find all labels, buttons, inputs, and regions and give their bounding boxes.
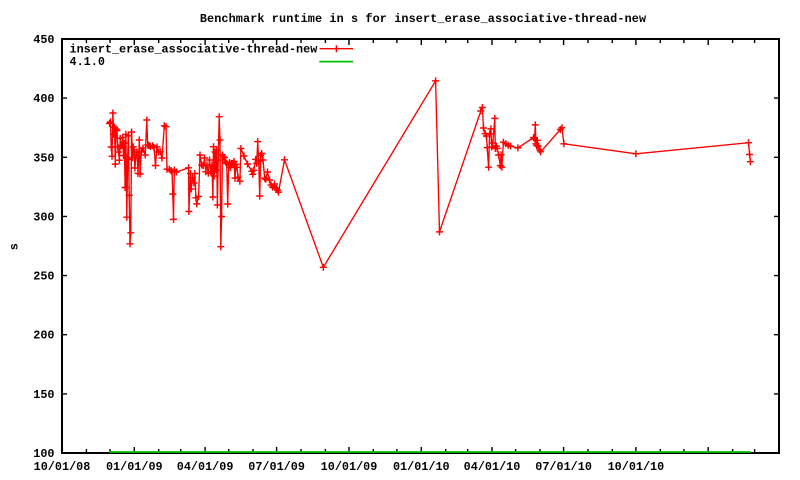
svg-text:10/01/09: 10/01/09: [321, 460, 378, 474]
svg-text:100: 100: [33, 447, 54, 461]
svg-text:400: 400: [33, 92, 54, 106]
svg-text:350: 350: [33, 151, 54, 165]
svg-text:01/01/09: 01/01/09: [106, 460, 163, 474]
svg-text:04/01/10: 04/01/10: [464, 460, 521, 474]
svg-text:4.1.0: 4.1.0: [70, 55, 105, 69]
svg-text:250: 250: [33, 270, 54, 284]
svg-text:01/01/10: 01/01/10: [393, 460, 450, 474]
svg-text:insert_erase_associative-threa: insert_erase_associative-thread-new: [70, 43, 319, 57]
svg-text:200: 200: [33, 329, 54, 343]
svg-text:Benchmark runtime in s for ins: Benchmark runtime in s for insert_erase_…: [200, 12, 647, 26]
svg-text:07/01/10: 07/01/10: [535, 460, 592, 474]
svg-text:150: 150: [33, 388, 54, 402]
svg-text:s: s: [8, 243, 22, 250]
svg-text:10/01/10: 10/01/10: [608, 460, 665, 474]
svg-text:10/01/08: 10/01/08: [34, 460, 91, 474]
svg-text:04/01/09: 04/01/09: [177, 460, 234, 474]
svg-text:450: 450: [33, 33, 54, 47]
svg-text:07/01/09: 07/01/09: [248, 460, 305, 474]
svg-text:300: 300: [33, 210, 54, 224]
